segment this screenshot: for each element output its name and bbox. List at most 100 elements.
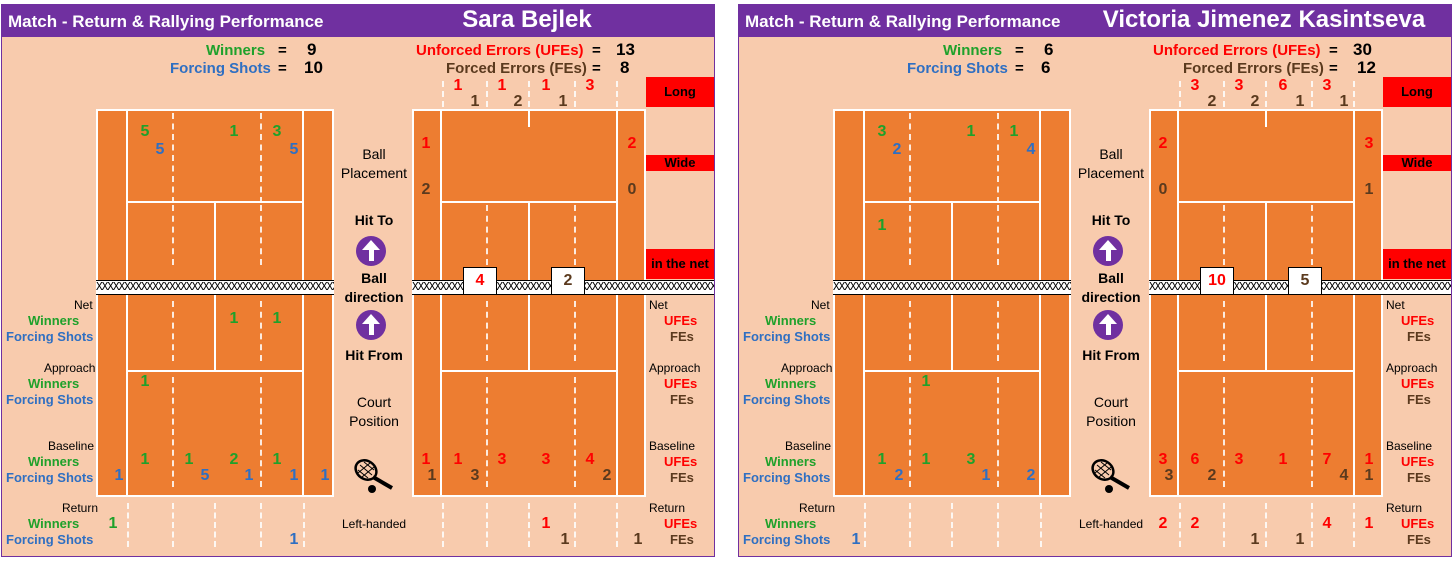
row-approach-fes: FEs <box>1407 392 1431 407</box>
count-err-top: 1 <box>1339 93 1349 110</box>
count-err-base: 1 <box>427 467 437 484</box>
net-ufe-box: 4 <box>463 267 497 295</box>
count-err-ret: 1 <box>1364 515 1374 532</box>
count-err-base: 3 <box>1234 451 1244 468</box>
count-wide-right: 1 <box>1364 181 1374 198</box>
row-label-baseline: Baseline <box>48 439 95 453</box>
count-hit-base-w: 2 <box>229 451 239 468</box>
row-return-forcing: Forcing Shots <box>743 532 831 547</box>
count-err-top: 1 <box>470 93 480 110</box>
count-err-top: 1 <box>541 77 551 94</box>
row-return-winners: Winners <box>765 516 817 531</box>
count-wide-left: 2 <box>1158 135 1168 152</box>
row-label-return: Return <box>649 501 686 515</box>
arrow-up-icon <box>1093 310 1123 340</box>
count-err-base: 3 <box>541 451 551 468</box>
row-label-approach: Approach <box>649 361 701 375</box>
count-hit-base-f: 1 <box>289 467 299 484</box>
count-err-base: 4 <box>1339 467 1349 484</box>
hit-to-label: Hit To <box>1091 212 1131 228</box>
count-hit-base-w: 3 <box>966 451 976 468</box>
count-err-ret: 1 <box>541 515 551 532</box>
count-err-top: 1 <box>453 77 463 94</box>
count-err-base: 3 <box>1158 451 1168 468</box>
row-approach-forcing: Forcing Shots <box>743 392 831 407</box>
count-wide-right: 2 <box>627 135 637 152</box>
count-wide-right: 0 <box>627 181 637 198</box>
left-net: XXXXXXXXXXXXXXXXXXXXXXXXXXXXXXXXXXXXXXXX… <box>96 280 334 295</box>
count-hit-top2: 5 <box>289 141 299 158</box>
row-return-fes: FEs <box>670 532 694 547</box>
count-err-base: 2 <box>1207 467 1217 484</box>
count-err-base: 1 <box>1278 451 1288 468</box>
count-err-base: 1 <box>1364 451 1374 468</box>
count-err-top: 3 <box>1322 77 1332 94</box>
count-err-base: 3 <box>470 467 480 484</box>
row-net-fes: FEs <box>670 329 694 344</box>
row-baseline-forcing: Forcing Shots <box>743 470 831 485</box>
row-label-return: Return <box>62 501 99 515</box>
row-label-approach: Approach <box>44 361 96 375</box>
count-err-top: 3 <box>1234 77 1244 94</box>
stats-panel: Match - Return & Rallying Performance Vi… <box>738 4 1452 557</box>
count-hit-base-f: 2 <box>1026 467 1036 484</box>
tennis-racket-icon <box>1091 459 1131 493</box>
count-err-top: 6 <box>1278 77 1288 94</box>
in-net-box: in the net <box>646 249 714 279</box>
net-fe-box: 5 <box>1288 267 1322 295</box>
winners-label: Winners <box>943 42 1003 59</box>
count-hit-top1: 3 <box>272 123 282 140</box>
count-hit-base-w: 1 <box>272 451 282 468</box>
count-err-ret: 1 <box>1250 531 1260 548</box>
ball-placement-label: Ball Placement <box>340 146 408 181</box>
ball-placement-label: Ball Placement <box>1077 146 1145 181</box>
row-net-ufes: UFEs <box>1401 313 1435 328</box>
net-fe-box: 2 <box>551 267 585 295</box>
long-box: Long <box>646 77 714 107</box>
count-err-base: 1 <box>453 451 463 468</box>
count-hit-base-w: 1 <box>184 451 194 468</box>
count-hit-top1: 1 <box>1009 123 1019 140</box>
row-return-winners: Winners <box>28 516 80 531</box>
winners-total: 9 <box>307 40 317 59</box>
wide-box: Wide <box>646 155 714 171</box>
forcing-equals: = <box>278 60 287 77</box>
row-label-baseline: Baseline <box>1386 439 1433 453</box>
count-hit-base-f: 2 <box>894 467 904 484</box>
count-wide-left: 2 <box>421 181 431 198</box>
row-label-return: Return <box>799 501 836 515</box>
count-err-top: 1 <box>558 93 568 110</box>
ufe-label: Unforced Errors (UFEs) <box>416 42 584 59</box>
row-net-winners: Winners <box>28 313 80 328</box>
forcing-equals: = <box>1015 60 1024 77</box>
fe-equals: = <box>1329 60 1338 77</box>
row-label-net: Net <box>811 298 830 312</box>
count-err-base: 7 <box>1322 451 1332 468</box>
forcing-label: Forcing Shots <box>907 60 1008 77</box>
row-approach-winners: Winners <box>28 376 80 391</box>
count-err-top: 1 <box>497 77 507 94</box>
count-hit-base-w: 1 <box>921 451 931 468</box>
count-wide-left: 0 <box>1158 181 1168 198</box>
row-label-approach: Approach <box>781 361 833 375</box>
count-hit-top1: 3 <box>877 123 887 140</box>
fe-total: 8 <box>620 58 630 77</box>
arrow-up-icon <box>1093 236 1123 266</box>
count-err-ret: 1 <box>560 531 570 548</box>
fe-equals: = <box>592 60 601 77</box>
left-net: XXXXXXXXXXXXXXXXXXXXXXXXXXXXXXXXXXXXXXXX… <box>833 280 1071 295</box>
count-err-ret: 2 <box>1190 515 1200 532</box>
forcing-label: Forcing Shots <box>170 60 271 77</box>
count-hit-ret-f: 1 <box>289 531 299 548</box>
ball-direction-label: Ball direction <box>1081 270 1141 305</box>
count-hit-ret-w: 1 <box>108 515 118 532</box>
fe-total: 12 <box>1357 58 1376 77</box>
row-baseline-winners: Winners <box>28 454 80 469</box>
row-net-forcing: Forcing Shots <box>743 329 831 344</box>
row-approach-fes: FEs <box>670 392 694 407</box>
row-approach-forcing: Forcing Shots <box>6 392 94 407</box>
winners-label: Winners <box>206 42 266 59</box>
row-approach-winners: Winners <box>765 376 817 391</box>
count-err-top: 2 <box>1250 93 1260 110</box>
row-label-net: Net <box>1386 298 1405 312</box>
